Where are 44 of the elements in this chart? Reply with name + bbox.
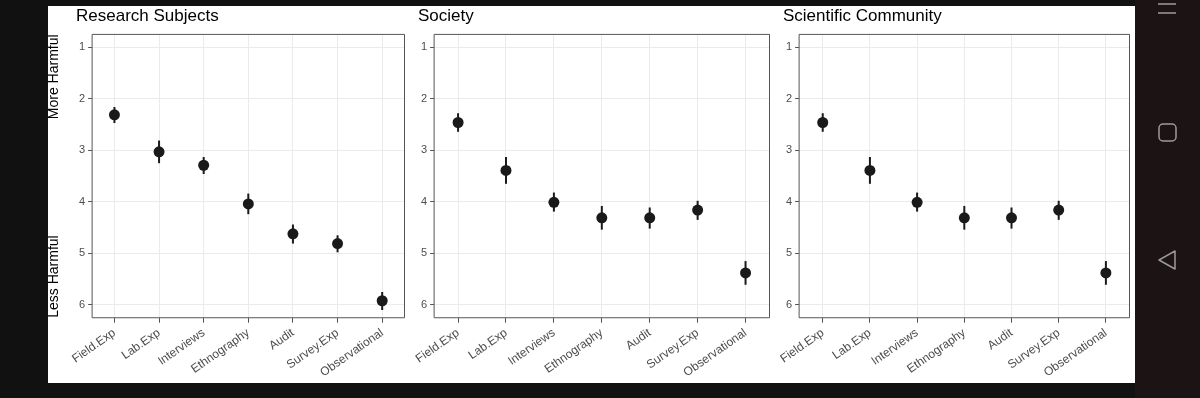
point xyxy=(958,212,970,224)
y-tick-label: 5 xyxy=(420,246,428,259)
chart-title: Society xyxy=(418,5,475,25)
point xyxy=(817,116,829,128)
point xyxy=(548,196,560,208)
point xyxy=(1006,212,1018,224)
point xyxy=(108,109,120,121)
point xyxy=(1053,204,1065,216)
y-tick-label: 3 xyxy=(78,143,86,156)
point xyxy=(287,228,299,240)
point xyxy=(332,238,344,250)
text: More Harmful xyxy=(44,34,61,120)
point xyxy=(1100,267,1112,279)
point xyxy=(644,212,656,224)
text: Less Harmful xyxy=(44,235,61,318)
y-tick-label: 1 xyxy=(785,40,793,53)
y-tick-label: 6 xyxy=(420,297,428,310)
point xyxy=(452,116,464,128)
chart-title: Research Subjects xyxy=(76,5,219,25)
y-tick-label: 2 xyxy=(78,91,86,104)
point xyxy=(740,267,752,279)
y-tick-label: 1 xyxy=(78,40,86,53)
point xyxy=(692,204,704,216)
y-tick-label: 5 xyxy=(785,246,793,259)
y-tick-label: 6 xyxy=(785,297,793,310)
y-tick-label: 2 xyxy=(785,91,793,104)
point xyxy=(596,212,608,224)
point xyxy=(864,164,876,176)
point xyxy=(242,198,254,210)
chart-title: Scientific Community xyxy=(783,5,943,25)
point xyxy=(376,295,388,307)
point xyxy=(153,146,165,158)
point xyxy=(911,196,923,208)
point xyxy=(500,164,512,176)
y-tick-label: 5 xyxy=(78,246,86,259)
y-tick-label: 4 xyxy=(785,194,793,207)
y-tick-label: 3 xyxy=(785,143,793,156)
point xyxy=(198,159,210,171)
y-tick-label: 6 xyxy=(78,297,86,310)
y-tick-label: 1 xyxy=(420,40,428,53)
y-tick-label: 4 xyxy=(78,194,86,207)
y-tick-label: 3 xyxy=(420,143,428,156)
y-tick-label: 4 xyxy=(420,194,428,207)
y-tick-label: 2 xyxy=(420,91,428,104)
